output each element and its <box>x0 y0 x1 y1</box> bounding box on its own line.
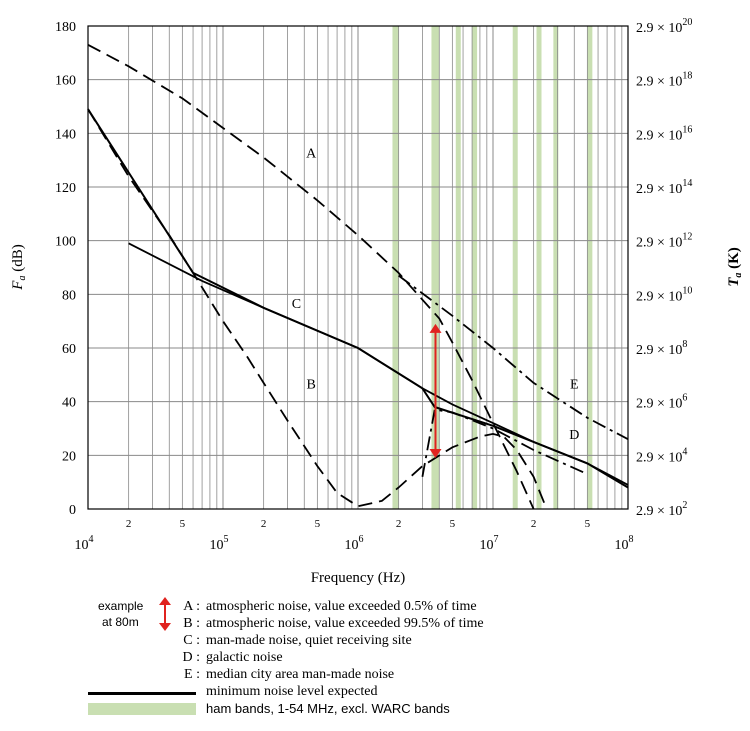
legend-key-d: D : <box>182 650 201 665</box>
right-tick-label: 2.9 × 1018 <box>636 71 692 90</box>
y-tick-label: 60 <box>62 342 76 357</box>
y-tick-label: 80 <box>62 288 76 303</box>
curve-label-c: C <box>292 297 301 312</box>
y-tick-label: 20 <box>62 449 76 464</box>
x-major-tick-label: 106 <box>345 534 364 553</box>
x-major-tick-label: 104 <box>75 534 94 553</box>
legend-key-e: E : <box>184 667 200 682</box>
right-tick-label: 2.9 × 1012 <box>636 232 692 251</box>
x-minor-tick-label: 2 <box>396 518 402 530</box>
x-minor-tick-label: 5 <box>450 518 456 530</box>
y-tick-label: 140 <box>55 127 76 142</box>
right-tick-label: 2.9 × 1014 <box>636 178 692 197</box>
y-tick-label: 120 <box>55 181 76 196</box>
ham-band-0 <box>392 26 399 509</box>
x-minor-tick-label: 2 <box>126 518 132 530</box>
ham-band-4 <box>512 26 518 509</box>
y-tick-label: 0 <box>69 503 76 518</box>
legend-ham-swatch <box>88 703 196 715</box>
ham-band-1 <box>431 26 440 509</box>
right-tick-label: 2.9 × 108 <box>636 339 687 358</box>
legend-text-e: median city area man-made noise <box>206 667 395 682</box>
legend-key-b: B : <box>183 616 200 631</box>
legend-key-c: C : <box>183 633 200 648</box>
grid-lines <box>87 25 628 510</box>
noise-curves: A B C D E <box>87 44 629 510</box>
example-arrow-head-up <box>429 323 442 333</box>
legend-ham-text: ham bands, 1-54 MHz, excl. WARC bands <box>206 701 450 716</box>
curve-a <box>87 44 535 510</box>
curve-label-e: E <box>570 377 579 392</box>
x-minor-tick-label: 2 <box>261 518 267 530</box>
legend-text-b: atmospheric noise, value exceeded 99.5% … <box>206 616 484 631</box>
legend-text-c: man-made noise, quiet receiving site <box>206 633 412 648</box>
legend-red-arrow-icon <box>159 597 171 631</box>
ham-band-6 <box>553 26 559 509</box>
ham-bands <box>392 26 593 509</box>
y-tick-label: 100 <box>55 235 76 250</box>
right-tick-label: 2.9 × 1010 <box>636 285 692 304</box>
right-tick-label: 2.9 × 1016 <box>636 124 692 143</box>
curve-minimum <box>87 108 629 489</box>
right-tick-label: 2.9 × 106 <box>636 393 687 412</box>
legend-min-line-text: minimum noise level expected <box>206 684 378 699</box>
example-label-line2: at 80m <box>102 615 139 629</box>
example-label-line1: example <box>98 599 144 613</box>
right-tick-label: 2.9 × 102 <box>636 500 687 519</box>
y-tick-label: 40 <box>62 396 76 411</box>
ham-band-3 <box>472 26 478 509</box>
ham-band-2 <box>455 26 461 509</box>
curve-label-a: A <box>306 146 317 161</box>
ham-band-7 <box>587 26 593 509</box>
legend-text-a: atmospheric noise, value exceeded 0.5% o… <box>206 599 477 614</box>
x-minor-tick-label: 5 <box>585 518 591 530</box>
curve-d <box>421 408 588 477</box>
x-major-tick-label: 108 <box>615 534 634 553</box>
y-axis-label-right: Ta (K) <box>726 247 744 287</box>
x-major-tick-label: 105 <box>210 534 229 553</box>
right-tick-label: 2.9 × 104 <box>636 446 687 465</box>
y-axis-label-left: Fa (dB) <box>10 244 28 290</box>
right-tick-label: 2.9 × 1020 <box>636 17 692 36</box>
curve-label-d: D <box>569 428 579 443</box>
legend-min-line-swatch <box>88 692 196 695</box>
curve-label-b: B <box>307 377 316 392</box>
legend: example at 80m A : atmospheric noise, va… <box>0 595 750 725</box>
plot-frame <box>87 25 629 510</box>
legend-text-d: galactic noise <box>206 650 283 665</box>
axes: 0 20 40 60 80 100 120 140 160 180 2.9 × 102 2.9 × 1… <box>55 17 692 553</box>
y-tick-label: 160 <box>55 74 76 89</box>
curve-e <box>398 274 629 440</box>
noise-chart: A B C D E 0 20 40 60 80 100 120 140 160 180 2.9 × 102 2… <box>10 17 744 586</box>
example-arrow <box>429 323 442 459</box>
x-major-tick-label: 107 <box>480 534 499 553</box>
x-minor-tick-label: 5 <box>180 518 186 530</box>
ham-band-5 <box>536 26 542 509</box>
example-arrow-head-down <box>429 449 442 459</box>
x-minor-tick-label: 2 <box>531 518 537 530</box>
curve-b <box>87 108 548 510</box>
x-axis-label: Frequency (Hz) <box>311 570 406 586</box>
y-tick-label: 180 <box>55 20 76 35</box>
x-minor-tick-label: 5 <box>315 518 321 530</box>
legend-key-a: A : <box>183 599 200 614</box>
